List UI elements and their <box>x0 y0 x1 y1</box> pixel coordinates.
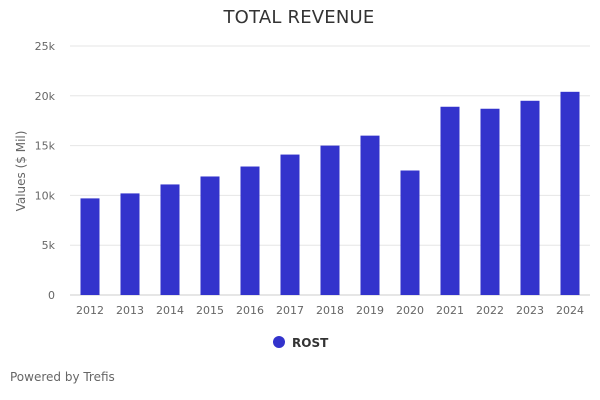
bar-2021[interactable] <box>440 106 460 295</box>
bar-2014[interactable] <box>160 184 180 295</box>
bar-2013[interactable] <box>120 193 140 295</box>
y-axis-ticks: 0 5k 10k 15k 20k 25k <box>35 40 56 302</box>
x-tick-label: 2021 <box>436 304 464 317</box>
bars <box>80 91 580 296</box>
bar-2020[interactable] <box>400 170 420 296</box>
y-tick-label: 25k <box>35 40 56 53</box>
x-tick-label: 2017 <box>276 304 304 317</box>
x-tick-label: 2013 <box>116 304 144 317</box>
y-tick-label: 0 <box>48 289 55 302</box>
y-axis-title: Values ($ Mil) <box>14 131 28 212</box>
x-tick-label: 2023 <box>516 304 544 317</box>
bar-2018[interactable] <box>320 145 340 295</box>
bar-2022[interactable] <box>480 108 500 295</box>
y-tick-label: 5k <box>42 239 56 252</box>
legend-label-rost: ROST <box>292 336 329 350</box>
x-tick-label: 2012 <box>76 304 104 317</box>
x-tick-label: 2022 <box>476 304 504 317</box>
x-tick-label: 2024 <box>556 304 584 317</box>
x-tick-label: 2019 <box>356 304 384 317</box>
bar-2016[interactable] <box>240 166 260 295</box>
legend[interactable]: ROST <box>273 336 329 350</box>
x-tick-label: 2018 <box>316 304 344 317</box>
bar-2017[interactable] <box>280 154 300 295</box>
y-tick-label: 20k <box>35 90 56 103</box>
bar-2024[interactable] <box>560 91 580 295</box>
y-tick-label: 15k <box>35 140 56 153</box>
x-tick-label: 2020 <box>396 304 424 317</box>
x-tick-label: 2015 <box>196 304 224 317</box>
bar-2023[interactable] <box>520 100 540 295</box>
powered-by-credit[interactable]: Powered by Trefis <box>10 370 115 384</box>
x-axis-ticks: 2012 2013 2014 2015 2016 2017 2018 2019 2020 2021… <box>76 304 584 317</box>
legend-marker <box>273 336 285 348</box>
y-tick-label: 10k <box>35 189 56 202</box>
chart-title: TOTAL REVENUE <box>223 7 375 28</box>
bar-2015[interactable] <box>200 176 220 295</box>
bar-2019[interactable] <box>360 135 380 295</box>
x-tick-label: 2016 <box>236 304 264 317</box>
x-tick-label: 2014 <box>156 304 184 317</box>
bar-2012[interactable] <box>80 198 100 295</box>
